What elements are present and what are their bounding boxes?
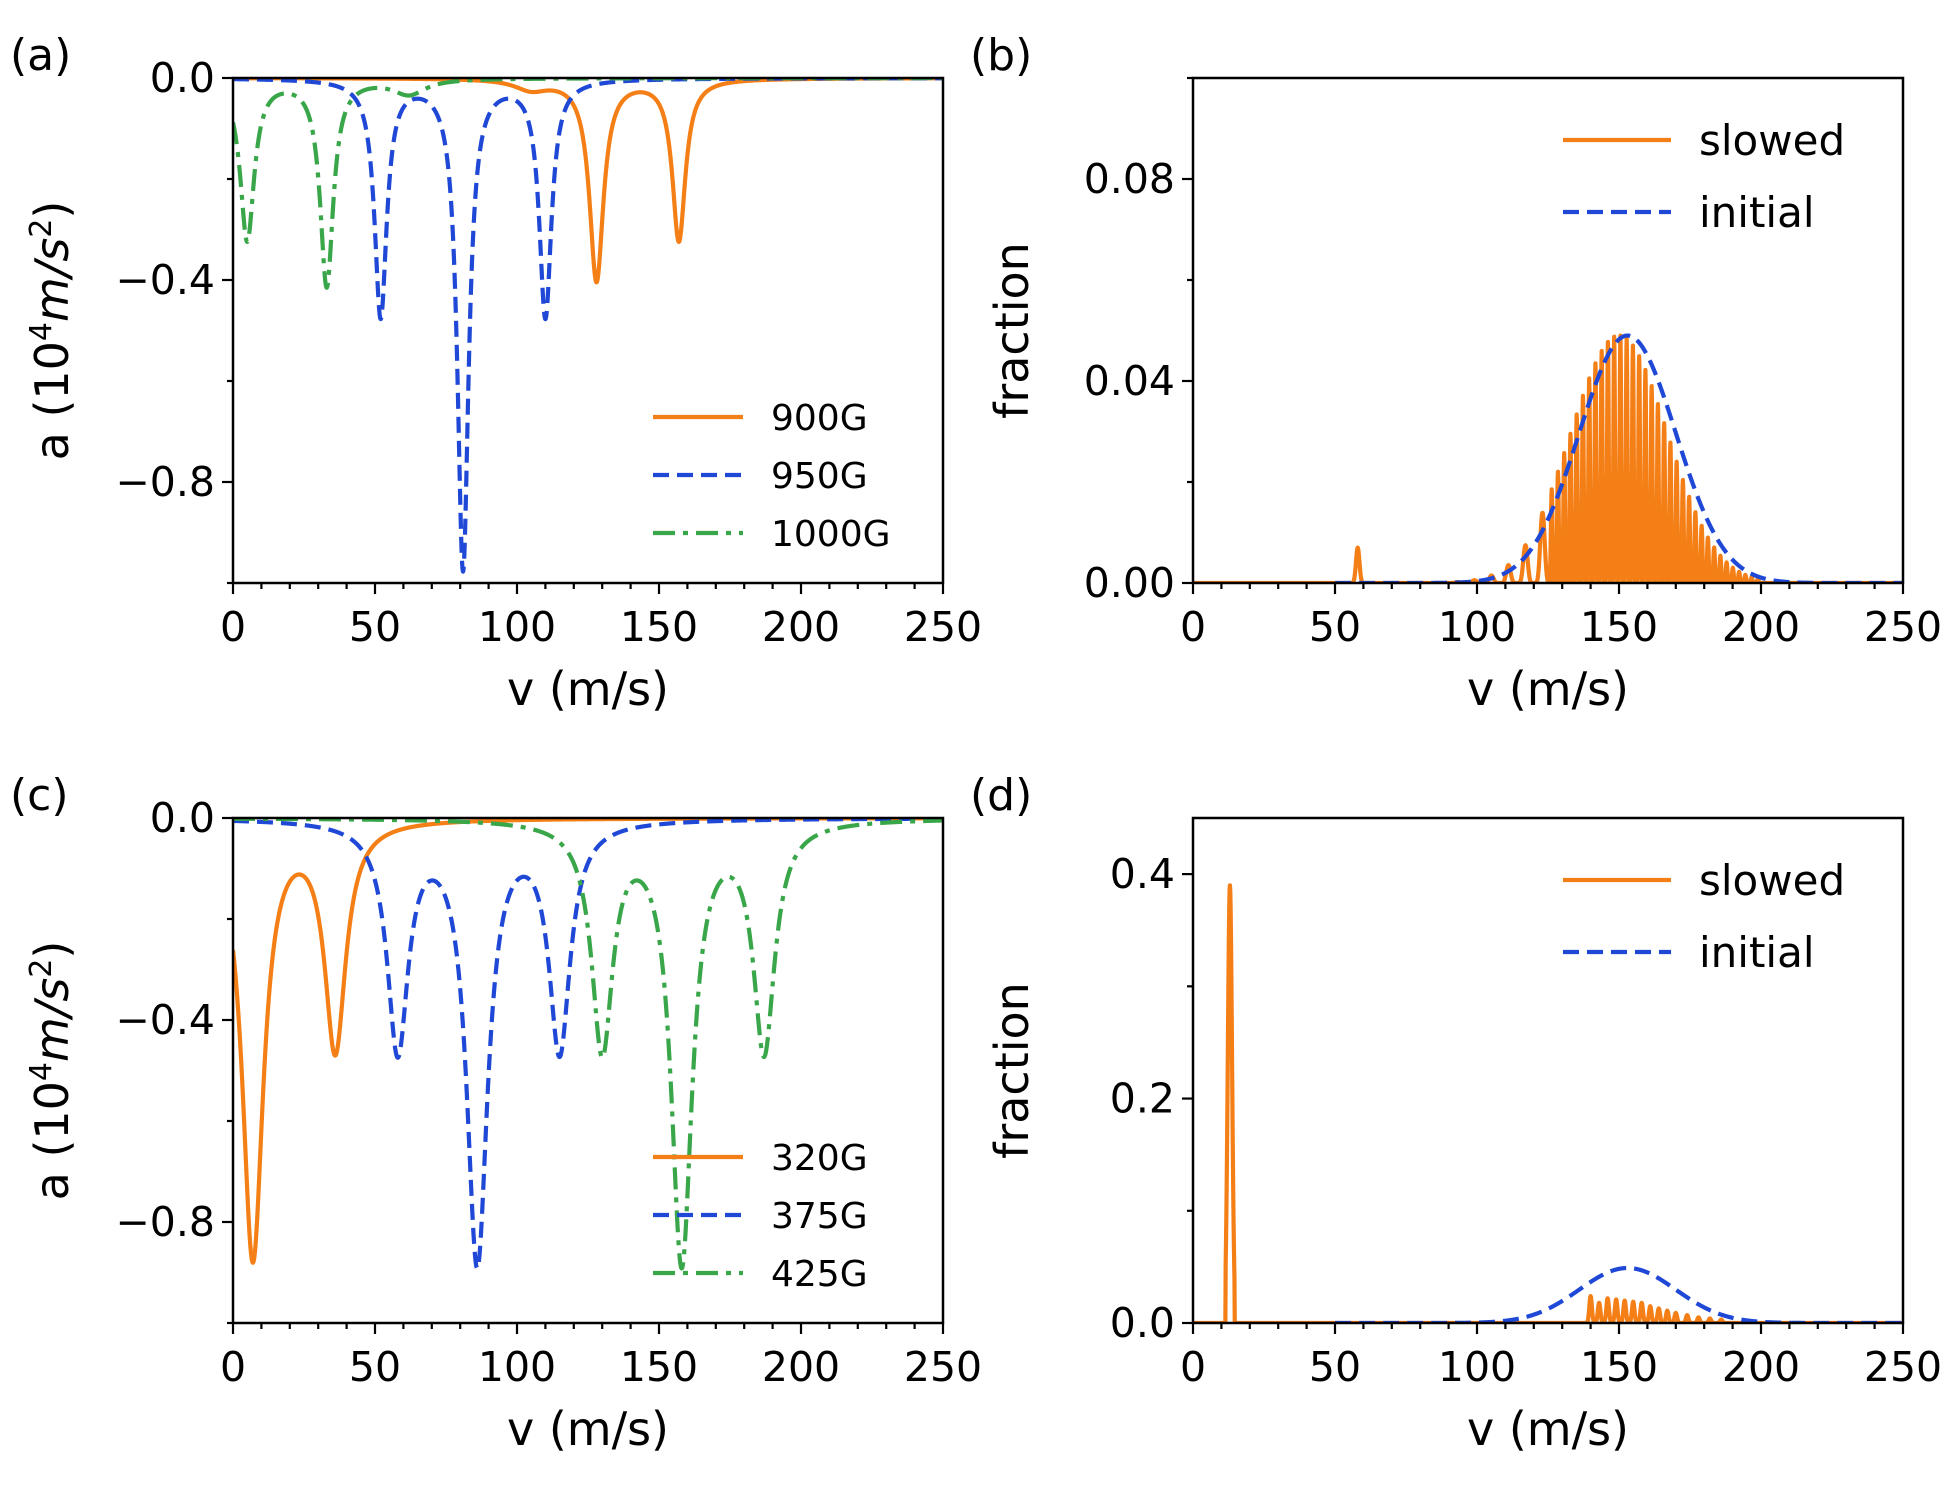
x-tick-label: 250 [904, 1343, 982, 1391]
x-tick-label: 150 [620, 603, 698, 651]
panel-d: 0 50 100 150 200 250 0.0 0.2 0.4 v (m/s) fraction (… [970, 770, 1942, 1456]
panel-label: (d) [970, 770, 1032, 821]
legend: 320G 375G 425G [653, 1138, 868, 1295]
y-axis-label: fraction [985, 982, 1039, 1159]
legend-label-375G: 375G [771, 1196, 868, 1237]
y-tick-label: 0.0 [150, 794, 215, 842]
legend-label-900G: 900G [771, 398, 868, 439]
y-axis-label: a (104m/s2) [24, 201, 80, 461]
x-tick-label: 200 [1722, 603, 1800, 651]
x-tick-label: 0 [220, 603, 246, 651]
series-line-375G [233, 818, 943, 1271]
y-tick-label: 0.4 [1110, 850, 1175, 898]
legend: slowed initial [1563, 116, 1845, 237]
y-tick-label: −0.4 [115, 256, 215, 304]
panel-b: 0 50 100 150 200 250 0.00 0.04 0.08 v (m/s) fracti… [970, 30, 1942, 716]
y-tick-label: 0.2 [1110, 1075, 1175, 1123]
x-axis-label: v (m/s) [507, 662, 669, 716]
legend-label-slowed: slowed [1699, 856, 1845, 905]
x-tick-label: 250 [1864, 1343, 1942, 1391]
legend-label-425G: 425G [771, 1254, 868, 1295]
plot-area [233, 78, 943, 574]
x-tick-label: 100 [1438, 1343, 1516, 1391]
x-axis-label: v (m/s) [1467, 662, 1629, 716]
legend-label-1000G: 1000G [771, 514, 891, 555]
legend-label-initial: initial [1699, 188, 1815, 237]
legend-label-slowed: slowed [1699, 116, 1845, 165]
panel-label: (b) [970, 30, 1032, 81]
legend-label-initial: initial [1699, 928, 1815, 977]
x-tick-label: 100 [1438, 603, 1516, 651]
x-tick-label: 200 [762, 1343, 840, 1391]
x-tick-label: 150 [1580, 1343, 1658, 1391]
x-tick-label: 200 [1722, 1343, 1800, 1391]
y-tick-label: 0.04 [1084, 357, 1175, 405]
y-tick-label: 0.08 [1084, 155, 1175, 203]
x-axis-label: v (m/s) [1467, 1402, 1629, 1456]
axes-frame [231, 816, 945, 1325]
x-tick-label: 0 [1180, 1343, 1206, 1391]
x-axis-label: v (m/s) [507, 1402, 669, 1456]
legend: slowed initial [1563, 856, 1845, 977]
x-tick-label: 200 [762, 603, 840, 651]
x-tick-label: 0 [220, 1343, 246, 1391]
y-tick-label: 0.0 [150, 54, 215, 102]
panel-label: (a) [10, 30, 71, 81]
x-tick-label: 100 [478, 1343, 556, 1391]
x-tick-label: 50 [1309, 1343, 1361, 1391]
panel-label: (c) [10, 770, 69, 821]
axes-frame [1191, 816, 1905, 1325]
x-tick-label: 250 [1864, 603, 1942, 651]
x-tick-label: 250 [904, 603, 982, 651]
series-line-slowed [1193, 333, 1903, 583]
series-line-900G [233, 78, 943, 285]
series-line-initial [1333, 1265, 1903, 1323]
y-axis-label: a (104m/s2) [24, 941, 80, 1201]
x-tick-label: 50 [349, 1343, 401, 1391]
axes-frame [231, 76, 945, 585]
x-tick-label: 150 [1580, 603, 1658, 651]
series-line-425G [233, 818, 943, 1271]
plot-area [1193, 883, 1903, 1323]
series-line-950G [233, 78, 943, 574]
y-tick-label: 0.0 [1110, 1299, 1175, 1347]
y-tick-label: −0.4 [115, 996, 215, 1044]
x-tick-label: 0 [1180, 603, 1206, 651]
x-tick-label: 100 [478, 603, 556, 651]
x-tick-label: 150 [620, 1343, 698, 1391]
y-tick-label: −0.8 [115, 1198, 215, 1246]
panel-c: 0 50 100 150 200 250 0.0 −0.4 −0.8 v (m/s) a (104m… [10, 770, 982, 1456]
legend-label-320G: 320G [771, 1138, 868, 1179]
x-tick-label: 50 [1309, 603, 1361, 651]
plot-area [1193, 333, 1903, 583]
y-tick-label: −0.8 [115, 458, 215, 506]
panel-a: 0 50 100 150 200 250 0.0 −0.4 −0.8 v (m/s) a (104m… [10, 30, 982, 716]
x-tick-label: 50 [349, 603, 401, 651]
axes-frame [1191, 76, 1905, 585]
y-tick-label: 0.00 [1084, 559, 1175, 607]
legend: 900G 950G 1000G [653, 398, 891, 555]
legend-label-950G: 950G [771, 456, 868, 497]
y-axis-label: fraction [985, 242, 1039, 419]
